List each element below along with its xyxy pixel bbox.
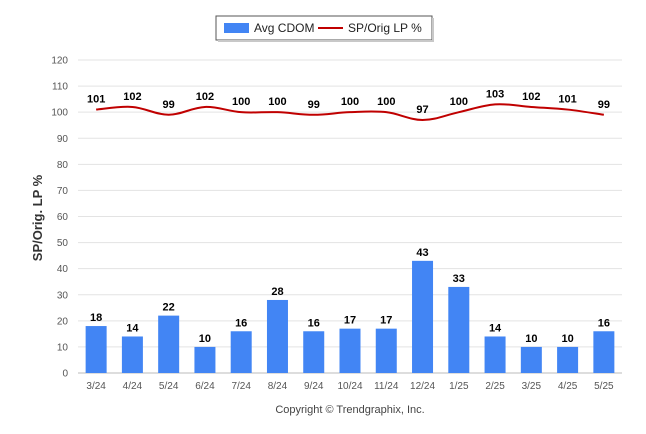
y-tick-label: 0: [62, 369, 68, 380]
bar-avg-cdom: [266, 299, 288, 373]
x-tick-label: 3/25: [522, 381, 542, 392]
bar-data-label: 22: [163, 302, 175, 314]
x-tick-label: 4/25: [558, 381, 578, 392]
line-data-label: 100: [268, 96, 286, 108]
bar-avg-cdom: [520, 346, 542, 373]
x-tick-label: 12/24: [410, 381, 435, 392]
bar-avg-cdom: [375, 328, 397, 373]
x-tick-label: 3/24: [86, 381, 106, 392]
y-tick-label: 40: [57, 264, 69, 275]
x-tick-label: 10/24: [337, 381, 362, 392]
line-data-label: 99: [308, 99, 320, 111]
bar-avg-cdom: [121, 336, 143, 373]
line-data-label: 103: [486, 88, 504, 100]
bar-data-label: 16: [598, 317, 610, 329]
bar-avg-cdom: [412, 260, 434, 373]
x-tick-label: 6/24: [195, 381, 215, 392]
line-data-label: 97: [416, 104, 428, 116]
line-data-label: 99: [163, 99, 175, 111]
line-data-label: 102: [123, 91, 141, 103]
bar-data-label: 17: [344, 315, 356, 327]
bar-data-label: 14: [489, 322, 502, 334]
line-data-label: 100: [450, 96, 468, 108]
legend-label-sp-orig-lp: SP/Orig LP %: [348, 21, 422, 35]
bar-data-label: 17: [380, 315, 392, 327]
y-tick-label: 70: [57, 186, 69, 197]
line-data-label: 100: [341, 96, 359, 108]
x-tick-label: 7/24: [231, 381, 251, 392]
x-tick-label: 5/25: [594, 381, 614, 392]
bar-data-label: 10: [525, 333, 537, 345]
bar-avg-cdom: [484, 336, 506, 373]
bar-avg-cdom: [557, 346, 579, 373]
y-tick-label: 110: [52, 82, 68, 93]
x-tick-label: 8/24: [268, 381, 288, 392]
bar-data-label: 28: [271, 286, 283, 298]
bar-data-label: 16: [235, 317, 247, 329]
x-axis-ticks: 3/24 4/24 5/24 6/24 7/24 8/24 9/24 10/24 11/24 12…: [86, 381, 614, 392]
bar-data-label: 18: [90, 312, 102, 324]
y-tick-label: 10: [57, 342, 69, 353]
bar-avg-cdom: [85, 326, 107, 373]
y-tick-label: 60: [57, 212, 69, 223]
x-tick-label: 4/24: [123, 381, 143, 392]
bar-avg-cdom: [158, 315, 180, 373]
bar-data-label: 10: [199, 333, 211, 345]
line-data-label: 101: [87, 94, 105, 106]
line-data-label: 101: [558, 94, 576, 106]
y-tick-label: 50: [57, 238, 69, 249]
legend-label-avg-cdom: Avg CDOM: [254, 21, 314, 35]
x-tick-label: 2/25: [485, 381, 505, 392]
y-tick-label: 100: [51, 108, 68, 119]
bar-data-label: 10: [561, 333, 573, 345]
bar-data-label: 16: [308, 317, 320, 329]
legend: Avg CDOM SP/Orig LP %: [215, 15, 434, 42]
y-tick-label: 90: [57, 134, 69, 145]
y-tick-label: 20: [57, 316, 69, 327]
legend-swatch-avg-cdom: [224, 23, 249, 33]
y-tick-label: 120: [51, 56, 68, 67]
bar-data-label: 43: [416, 247, 428, 259]
bar-data-label: 33: [453, 273, 465, 285]
y-axis-label: SP/Orig. LP %: [30, 174, 45, 261]
y-tick-label: 80: [57, 160, 69, 171]
x-tick-label: 5/24: [159, 381, 179, 392]
x-tick-label: 9/24: [304, 381, 324, 392]
bar-avg-cdom: [593, 331, 615, 373]
bar-avg-cdom: [339, 328, 361, 373]
bar-series-avg-cdom: 18 14 22 10 16 28 16 17 17 43 33 14 10 10 16: [85, 247, 615, 373]
line-series-sp-orig-lp: 101 102 99 102 100 100 99 100 100 97 100 103 102 101 9…: [87, 88, 610, 121]
bar-avg-cdom: [448, 286, 470, 373]
line-data-label: 100: [377, 96, 395, 108]
x-tick-label: 11/24: [374, 381, 399, 392]
line-data-label: 102: [196, 91, 214, 103]
bar-avg-cdom: [230, 331, 252, 373]
y-tick-label: 30: [57, 290, 69, 301]
bar-data-label: 14: [126, 322, 139, 334]
copyright-footer: Copyright © Trendgraphix, Inc.: [275, 404, 424, 416]
line-data-label: 100: [232, 96, 250, 108]
bar-avg-cdom: [303, 331, 325, 373]
x-tick-label: 1/25: [449, 381, 469, 392]
line-data-label: 99: [598, 99, 610, 111]
y-axis-ticks: 0 10 20 30 40 50 60 70 80 90 100 110 120: [51, 56, 68, 380]
bar-avg-cdom: [194, 346, 216, 373]
line-data-label: 102: [522, 91, 540, 103]
